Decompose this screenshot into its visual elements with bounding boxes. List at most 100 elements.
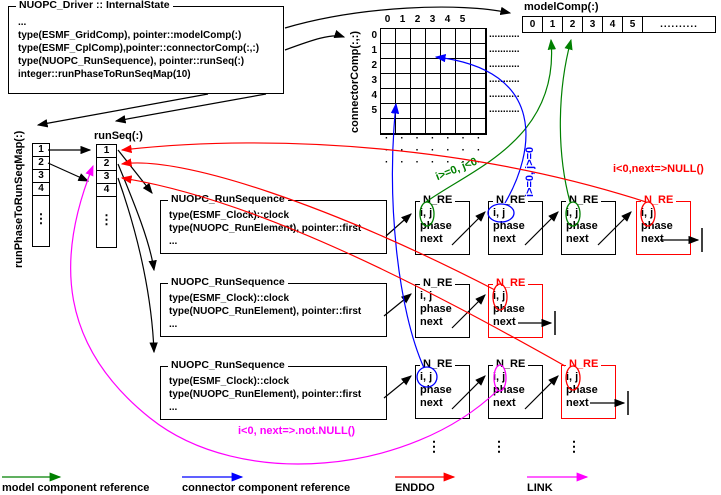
runphasemap-cell: 3 — [32, 170, 50, 183]
run-element-title: N_RE — [566, 358, 602, 370]
run-element-title: N_RE — [566, 194, 602, 206]
run-element-field-phase: phase — [641, 220, 673, 232]
link-condition-label: i<0, next=>.not.NULL() — [238, 425, 356, 437]
run-element-box: N_RE i, j phase next — [561, 194, 616, 255]
run-element-field-next: next — [641, 233, 664, 245]
internal-state-line: integer::runPhaseToRunSeqMap(10) — [18, 69, 191, 80]
connectorcomp-label: connectorComp(:,:) — [349, 30, 361, 133]
modelcomp-array: 0 1 2 3 4 5 .......... — [522, 16, 716, 33]
run-sequence-line: type(NUOPC_RunElement), pointer::first — [169, 223, 362, 234]
connectorcomp-col-header: 5 — [459, 14, 466, 25]
run-sequence-line: type(ESMF_Clock)::clock — [169, 210, 290, 221]
run-sequence-title: NUOPC_RunSequence — [168, 276, 288, 288]
runseq-to-sequence-arrow — [117, 163, 157, 272]
run-sequence-line: type(NUOPC_RunElement), pointer::first — [169, 389, 362, 400]
modelcomp-cell: 4 — [602, 16, 623, 33]
run-sequence-box-2: NUOPC_RunSequence type(ESMF_Clock)::cloc… — [160, 276, 387, 337]
run-sequence-title: NUOPC_RunSequence — [168, 193, 288, 205]
run-sequence-line: ... — [169, 236, 178, 247]
modelcomp-cell: 3 — [582, 16, 603, 33]
run-element-field-ij: i, j — [493, 207, 506, 219]
run-element-box-enddo: N_RE i, j phase next — [636, 194, 691, 255]
run-element-field-ij: i, j — [566, 207, 579, 219]
connectorcomp-bottom-dots: ······· — [385, 133, 493, 144]
modelcomp-label: modelComp(:) — [524, 1, 599, 13]
run-element-title: N_RE — [641, 194, 677, 206]
run-element-field-next: next — [493, 397, 516, 409]
run-element-field-phase: phase — [566, 220, 598, 232]
modelcomp-cell: 0 — [522, 16, 543, 33]
run-element-field-ij: i, j — [420, 371, 433, 383]
run-element-field-phase: phase — [420, 220, 452, 232]
run-sequence-box-1: NUOPC_RunSequence type(ESMF_Clock)::cloc… — [160, 193, 387, 254]
run-element-box: N_RE i, j phase next — [488, 194, 543, 255]
first-pointer-arrow — [383, 293, 412, 317]
run-element-field-next: next — [420, 316, 443, 328]
run-sequence-line: type(ESMF_Clock)::clock — [169, 293, 290, 304]
run-element-box: N_RE i, j phase next — [415, 277, 470, 338]
legend-enddo-label: ENDDO — [395, 482, 435, 494]
runseq-to-sequence-arrow — [117, 177, 158, 354]
runseq-cell: 3 — [96, 171, 117, 184]
map-to-runseq-arrow — [47, 162, 90, 182]
modelcomp-overflow-cell: .......... — [642, 16, 716, 33]
run-sequence-box-3: NUOPC_RunSequence type(ESMF_Clock)::cloc… — [160, 359, 387, 420]
run-element-field-next: next — [566, 397, 589, 409]
runphasemap-array: 1 2 3 4 ⋮ — [32, 143, 50, 247]
run-element-field-phase: phase — [493, 384, 525, 396]
connectorcomp-col-header: 3 — [429, 14, 436, 25]
run-sequence-line: ... — [169, 319, 178, 330]
run-element-box: N_RE i, j phase next — [415, 358, 470, 419]
run-element-field-ij: i, j — [641, 207, 654, 219]
run-element-field-next: next — [493, 233, 516, 245]
run-element-box: N_RE i, j phase next — [415, 194, 470, 255]
pointer-to-runseq — [114, 93, 267, 124]
runseq-cell: 1 — [96, 144, 117, 158]
connectorcomp-row-header: 4 — [371, 90, 377, 101]
modelcomp-cell: 5 — [622, 16, 643, 33]
runphasemap-label: runPhaseToRunSeqMap(:) — [13, 130, 25, 268]
internal-state-title: NUOPC_Driver :: InternalState — [16, 0, 173, 11]
connectorcomp-row-header: 0 — [371, 30, 377, 41]
connectorcomp-row-overflow: ........... — [489, 89, 520, 100]
run-sequence-line: ... — [169, 402, 178, 413]
modelcomp-cell: 1 — [542, 16, 563, 33]
connectorcomp-row-overflow: ........... — [489, 59, 520, 70]
runphasemap-ellipsis-cell: ⋮ — [32, 196, 50, 247]
runphasemap-cell: 1 — [32, 143, 50, 157]
internal-state-line: type(ESMF_CplComp),pointer::connectorCom… — [18, 43, 260, 54]
run-element-field-ij: i, j — [566, 371, 579, 383]
run-element-field-next: next — [420, 397, 443, 409]
run-element-title: N_RE — [420, 358, 456, 370]
runseq-to-sequence-arrow — [117, 149, 153, 194]
modelcomp-cell: 2 — [562, 16, 583, 33]
internal-state-box: NUOPC_Driver :: InternalState ... type(E… — [8, 0, 284, 94]
runseq-ellipsis-cell: ⋮ — [96, 197, 117, 248]
internal-state-line: type(NUOPC_RunSequence), pointer::runSeq… — [18, 56, 245, 67]
internal-state-line: type(ESMF_GridComp), pointer::modelComp(… — [18, 30, 242, 41]
legend-model-ref-label: model component reference — [2, 482, 150, 494]
connectorcomp-row-overflow: ........... — [489, 44, 520, 55]
run-element-title: N_RE — [420, 277, 456, 289]
run-element-box-enddo: N_RE i, j phase next — [561, 358, 616, 419]
connectorcomp-col-header: 1 — [399, 14, 406, 25]
run-element-field-next: next — [493, 316, 516, 328]
first-pointer-arrow — [383, 375, 412, 399]
run-element-field-phase: phase — [420, 384, 452, 396]
legend-link-label: LINK — [527, 482, 553, 494]
connector-ref-condition-label: i>=0, j>=0 — [524, 146, 536, 197]
run-element-field-phase: phase — [493, 303, 525, 315]
continuation-dots: ⋮ — [492, 438, 506, 454]
connectorcomp-row-header: 2 — [371, 60, 377, 71]
connectorcomp-bottom-dots: ······· — [385, 145, 493, 156]
run-element-field-ij: i, j — [493, 371, 506, 383]
run-sequence-line: type(ESMF_Clock)::clock — [169, 376, 290, 387]
run-sequence-title: NUOPC_RunSequence — [168, 359, 288, 371]
first-pointer-arrow — [385, 213, 412, 237]
runseq-cell: 4 — [96, 184, 117, 197]
connectorcomp-row-header: 3 — [371, 75, 377, 86]
model-component-reference-curve — [559, 38, 573, 203]
connectorcomp-grid — [380, 28, 487, 135]
runseq-label: runSeq(:) — [94, 130, 143, 142]
